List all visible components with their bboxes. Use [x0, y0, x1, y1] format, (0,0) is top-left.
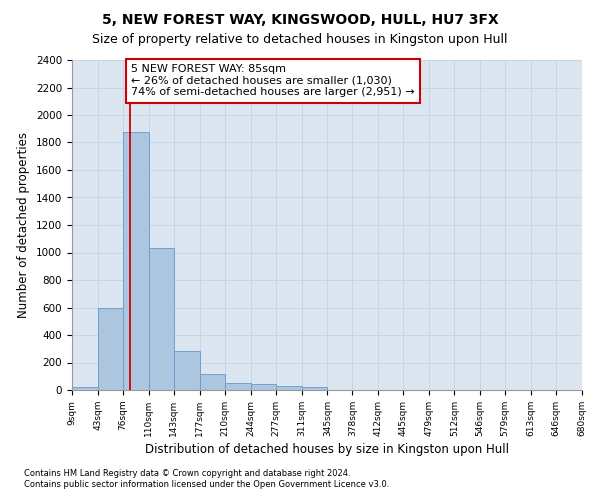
- Bar: [149, 248, 174, 390]
- Text: 5, NEW FOREST WAY, KINGSWOOD, HULL, HU7 3FX: 5, NEW FOREST WAY, KINGSWOOD, HULL, HU7 …: [101, 12, 499, 26]
- Bar: [98, 308, 123, 390]
- X-axis label: Distribution of detached houses by size in Kingston upon Hull: Distribution of detached houses by size …: [145, 443, 509, 456]
- Y-axis label: Number of detached properties: Number of detached properties: [17, 132, 31, 318]
- Bar: [123, 132, 149, 390]
- Text: Size of property relative to detached houses in Kingston upon Hull: Size of property relative to detached ho…: [92, 32, 508, 46]
- Bar: [251, 384, 275, 390]
- Bar: [275, 386, 302, 390]
- Bar: [72, 387, 98, 390]
- Bar: [302, 387, 328, 390]
- Bar: [200, 374, 225, 390]
- Text: 5 NEW FOREST WAY: 85sqm
← 26% of detached houses are smaller (1,030)
74% of semi: 5 NEW FOREST WAY: 85sqm ← 26% of detache…: [131, 64, 415, 98]
- Text: Contains HM Land Registry data © Crown copyright and database right 2024.: Contains HM Land Registry data © Crown c…: [24, 468, 350, 477]
- Text: Contains public sector information licensed under the Open Government Licence v3: Contains public sector information licen…: [24, 480, 389, 489]
- Bar: [174, 351, 200, 390]
- Bar: [225, 383, 251, 390]
